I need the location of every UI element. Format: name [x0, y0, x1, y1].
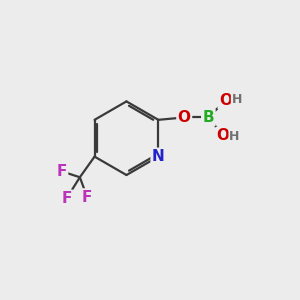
Text: O: O [217, 128, 230, 143]
Text: B: B [202, 110, 214, 125]
Text: F: F [82, 190, 92, 205]
Text: F: F [56, 164, 67, 179]
Text: H: H [229, 130, 239, 143]
Text: H: H [232, 93, 242, 106]
Text: N: N [152, 149, 165, 164]
Text: O: O [219, 93, 232, 108]
Text: O: O [178, 110, 191, 125]
Text: F: F [61, 191, 72, 206]
